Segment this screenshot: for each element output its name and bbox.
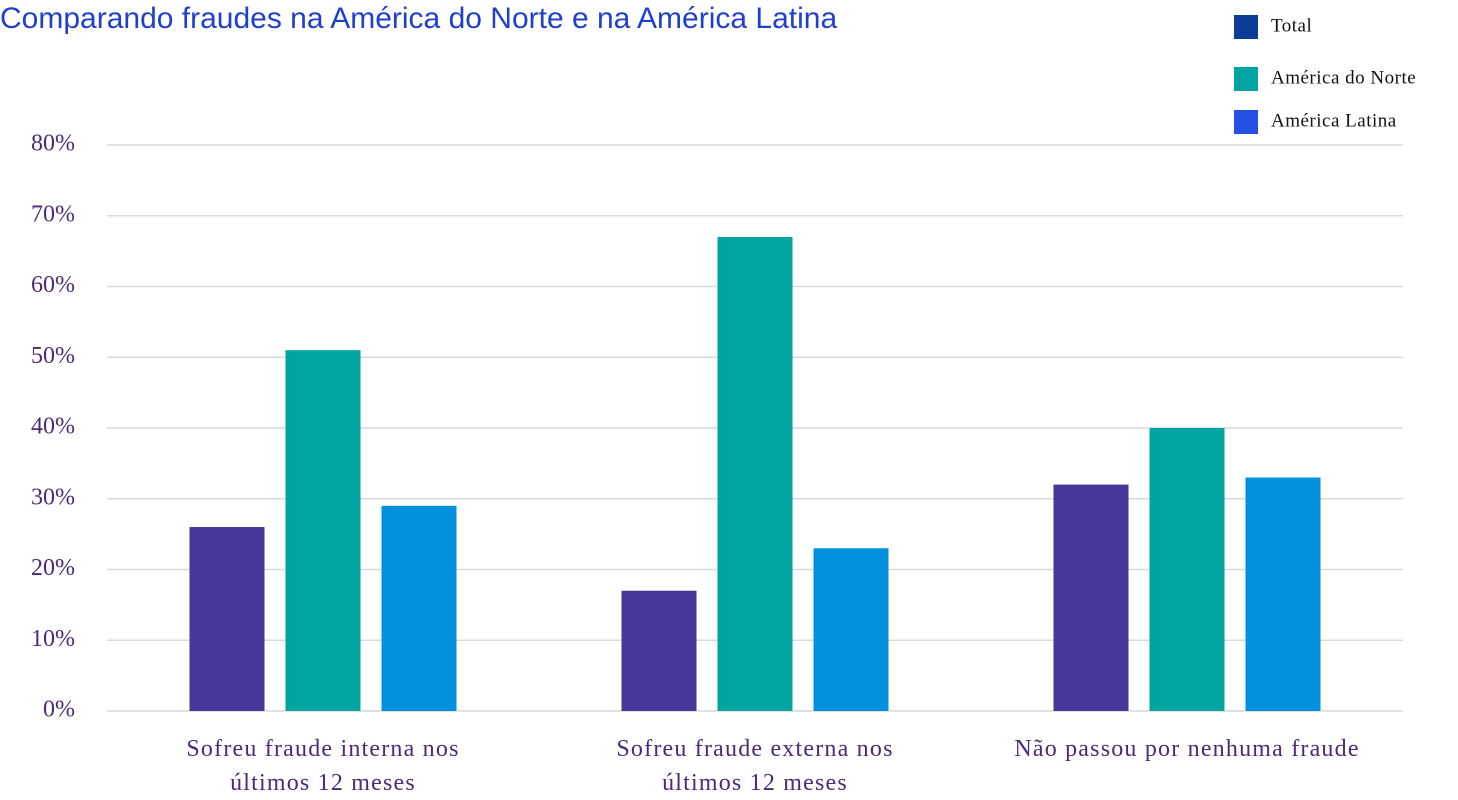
legend-swatch <box>1234 110 1258 134</box>
bar <box>189 527 265 711</box>
legend-label: América Latina <box>1271 110 1397 131</box>
y-tick-label: 10% <box>31 626 75 652</box>
chart-title: Comparando fraudes na América do Norte e… <box>0 2 837 35</box>
x-tick-label: Sofreu fraude externa nos últimos 12 mes… <box>616 736 894 796</box>
bar <box>1245 477 1321 711</box>
legend-label: Total <box>1271 15 1312 36</box>
y-tick-label: 80% <box>31 131 75 157</box>
legend-label: América do Norte <box>1271 67 1416 88</box>
y-tick-label: 40% <box>31 414 75 440</box>
y-tick-label: 60% <box>31 272 75 298</box>
y-tick-label: 30% <box>31 484 75 510</box>
bar <box>1149 428 1225 711</box>
bar <box>621 590 697 711</box>
y-tick-label: 20% <box>31 555 75 581</box>
bar <box>813 548 889 711</box>
bar <box>1053 484 1129 711</box>
legend-swatch <box>1234 15 1258 39</box>
x-tick-label: Não passou por nenhuma fraude <box>1014 736 1360 762</box>
y-tick-label: 0% <box>43 697 75 723</box>
bar <box>285 350 361 711</box>
bar <box>717 236 793 711</box>
bar <box>381 505 457 711</box>
x-tick-label: Sofreu fraude interna nos últimos 12 mes… <box>186 736 460 796</box>
y-tick-label: 70% <box>31 201 75 227</box>
y-tick-label: 50% <box>31 343 75 369</box>
legend-swatch <box>1234 67 1258 91</box>
